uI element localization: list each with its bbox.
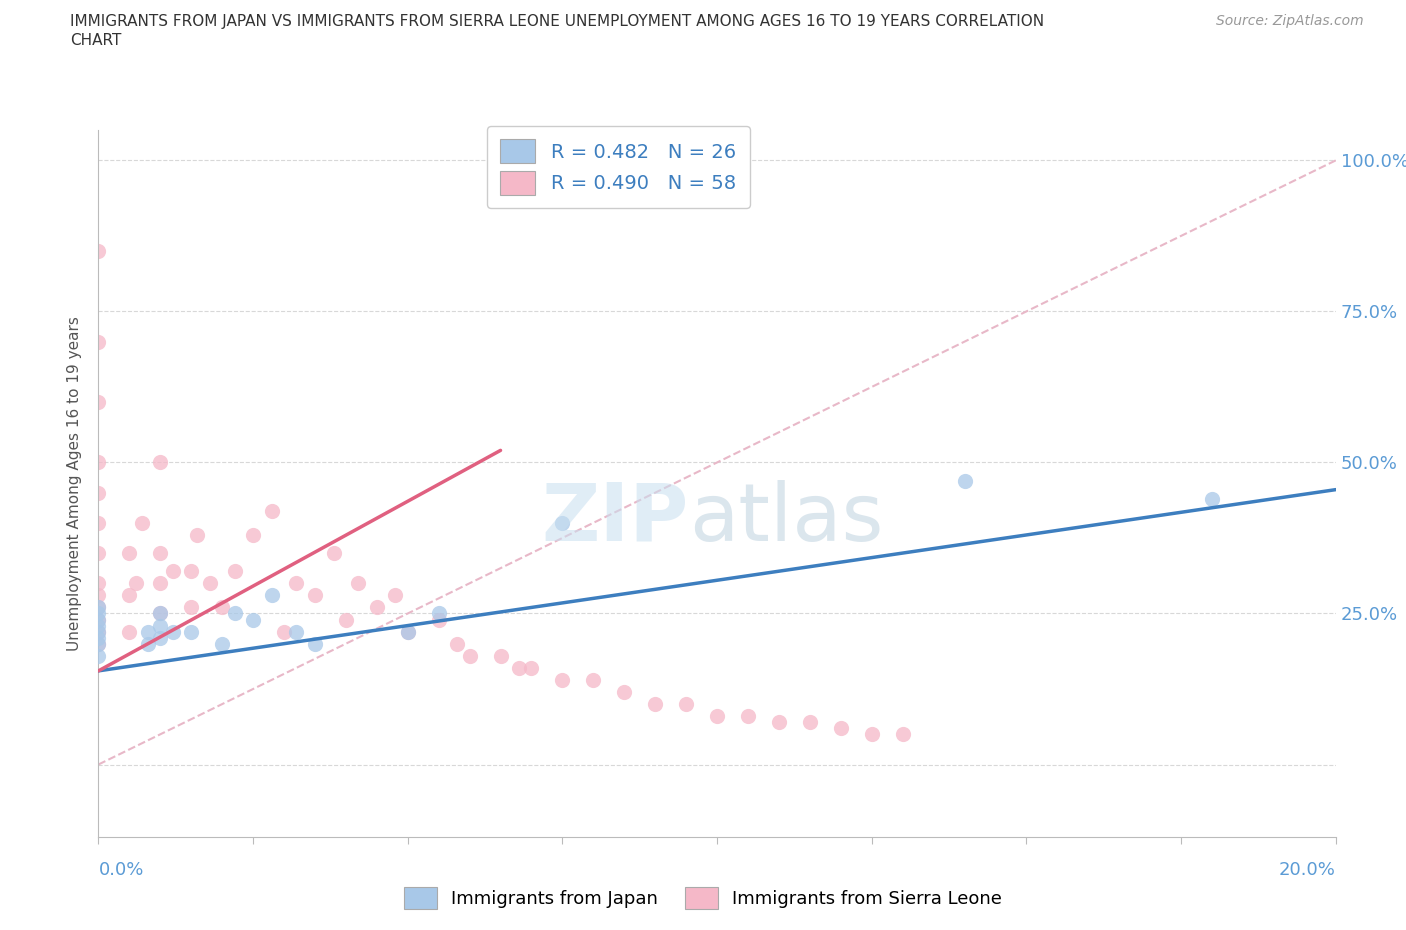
- Point: [87, 636, 110, 651]
- Point: [87, 455, 110, 470]
- Point: [396, 624, 419, 639]
- Point: [198, 576, 221, 591]
- Point: [149, 606, 172, 621]
- Point: [87, 485, 110, 500]
- Point: [149, 631, 172, 645]
- Text: 20.0%: 20.0%: [1279, 861, 1336, 879]
- Point: [87, 334, 110, 349]
- Point: [285, 576, 308, 591]
- Point: [87, 244, 110, 259]
- Text: IMMIGRANTS FROM JAPAN VS IMMIGRANTS FROM SIERRA LEONE UNEMPLOYMENT AMONG AGES 16: IMMIGRANTS FROM JAPAN VS IMMIGRANTS FROM…: [70, 14, 1045, 29]
- Point: [87, 394, 110, 409]
- Point: [87, 624, 110, 639]
- Point: [149, 455, 172, 470]
- Point: [953, 473, 976, 488]
- Point: [737, 709, 759, 724]
- Point: [87, 612, 110, 627]
- Point: [706, 709, 728, 724]
- Point: [87, 576, 110, 591]
- Point: [551, 515, 574, 530]
- Point: [242, 527, 264, 542]
- Point: [87, 515, 110, 530]
- Point: [87, 612, 110, 627]
- Text: 0.0%: 0.0%: [98, 861, 143, 879]
- Point: [149, 546, 172, 561]
- Point: [322, 546, 344, 561]
- Point: [799, 715, 821, 730]
- Point: [427, 606, 450, 621]
- Text: Source: ZipAtlas.com: Source: ZipAtlas.com: [1216, 14, 1364, 28]
- Point: [211, 600, 233, 615]
- Point: [87, 588, 110, 603]
- Point: [149, 576, 172, 591]
- Point: [149, 606, 172, 621]
- Point: [211, 636, 233, 651]
- Point: [304, 636, 326, 651]
- Point: [285, 624, 308, 639]
- Point: [124, 576, 146, 591]
- Point: [860, 727, 883, 742]
- Point: [520, 660, 543, 675]
- Point: [1201, 491, 1223, 506]
- Point: [118, 546, 141, 561]
- Point: [891, 727, 914, 742]
- Point: [87, 624, 110, 639]
- Point: [768, 715, 790, 730]
- Point: [508, 660, 530, 675]
- Point: [87, 636, 110, 651]
- Point: [335, 612, 357, 627]
- Point: [136, 636, 159, 651]
- Point: [675, 697, 697, 711]
- Point: [224, 606, 246, 621]
- Point: [87, 546, 110, 561]
- Y-axis label: Unemployment Among Ages 16 to 19 years: Unemployment Among Ages 16 to 19 years: [67, 316, 83, 651]
- Point: [186, 527, 208, 542]
- Point: [118, 624, 141, 639]
- Point: [149, 618, 172, 633]
- Point: [304, 588, 326, 603]
- Point: [260, 503, 283, 518]
- Point: [427, 612, 450, 627]
- Point: [613, 684, 636, 699]
- Text: ZIP: ZIP: [541, 480, 689, 558]
- Point: [489, 648, 512, 663]
- Point: [180, 624, 202, 639]
- Point: [224, 564, 246, 578]
- Point: [551, 672, 574, 687]
- Point: [242, 612, 264, 627]
- Point: [396, 624, 419, 639]
- Point: [87, 600, 110, 615]
- Point: [458, 648, 481, 663]
- Point: [118, 588, 141, 603]
- Point: [162, 624, 184, 639]
- Point: [347, 576, 370, 591]
- Point: [180, 564, 202, 578]
- Point: [162, 564, 184, 578]
- Point: [830, 721, 852, 736]
- Legend: R = 0.482   N = 26, R = 0.490   N = 58: R = 0.482 N = 26, R = 0.490 N = 58: [486, 126, 749, 208]
- Point: [260, 588, 283, 603]
- Text: CHART: CHART: [70, 33, 122, 47]
- Point: [87, 618, 110, 633]
- Point: [384, 588, 406, 603]
- Point: [136, 624, 159, 639]
- Point: [366, 600, 388, 615]
- Point: [87, 631, 110, 645]
- Point: [87, 606, 110, 621]
- Point: [87, 600, 110, 615]
- Legend: Immigrants from Japan, Immigrants from Sierra Leone: Immigrants from Japan, Immigrants from S…: [396, 880, 1010, 916]
- Point: [446, 636, 468, 651]
- Point: [644, 697, 666, 711]
- Point: [180, 600, 202, 615]
- Text: atlas: atlas: [689, 480, 883, 558]
- Point: [131, 515, 153, 530]
- Point: [87, 648, 110, 663]
- Point: [582, 672, 605, 687]
- Point: [273, 624, 295, 639]
